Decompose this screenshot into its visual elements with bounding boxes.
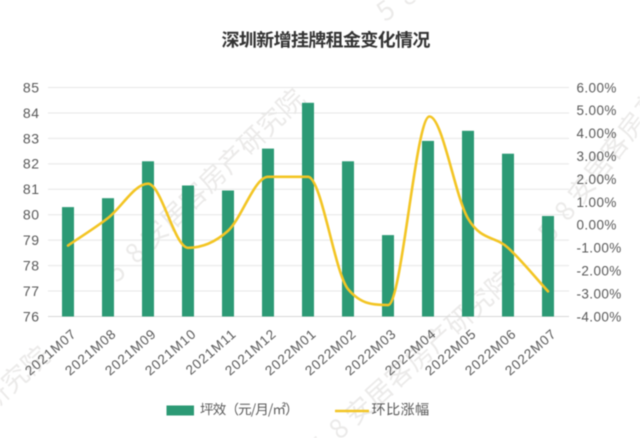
svg-text:-4.00%: -4.00% bbox=[577, 309, 622, 324]
svg-text:83: 83 bbox=[23, 130, 40, 146]
svg-text:81: 81 bbox=[23, 181, 40, 197]
svg-text:-2.00%: -2.00% bbox=[577, 264, 622, 279]
svg-text:80: 80 bbox=[23, 207, 40, 223]
svg-text:6.00%: 6.00% bbox=[577, 80, 617, 95]
svg-text:79: 79 bbox=[23, 232, 40, 248]
svg-text:84: 84 bbox=[23, 105, 40, 121]
svg-text:-1.00%: -1.00% bbox=[577, 241, 622, 256]
svg-text:5.00%: 5.00% bbox=[577, 103, 617, 118]
svg-text:82: 82 bbox=[23, 156, 40, 172]
svg-text:76: 76 bbox=[23, 308, 40, 324]
svg-text:2.00%: 2.00% bbox=[577, 172, 617, 187]
svg-text:78: 78 bbox=[23, 258, 40, 274]
svg-text:3.00%: 3.00% bbox=[577, 149, 617, 164]
svg-text:85: 85 bbox=[23, 79, 40, 95]
svg-text:1.00%: 1.00% bbox=[577, 195, 617, 210]
svg-text:-3.00%: -3.00% bbox=[577, 286, 622, 301]
svg-text:4.00%: 4.00% bbox=[577, 126, 617, 141]
svg-text:0.00%: 0.00% bbox=[577, 218, 617, 233]
svg-text:77: 77 bbox=[23, 283, 40, 299]
